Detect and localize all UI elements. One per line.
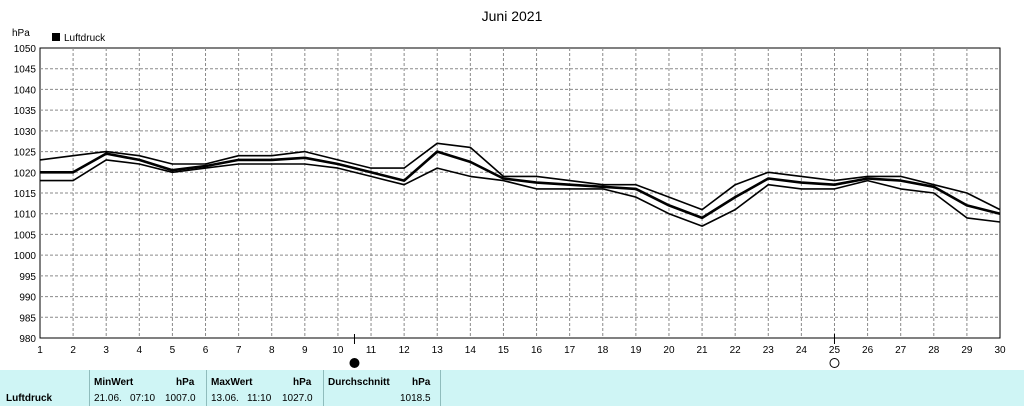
min-unit: hPa	[176, 377, 195, 388]
y-tick-label: 1015	[14, 189, 37, 200]
y-tick-label: 1005	[14, 230, 37, 241]
min-date: 21.06.	[94, 393, 122, 404]
x-tick-label: 9	[302, 345, 308, 356]
x-tick-label: 16	[531, 345, 543, 356]
series-line	[39, 142, 1001, 211]
min-time: 07:10	[130, 393, 156, 404]
y-tick-label: 1025	[14, 148, 37, 159]
max-stat-cell: MaxWert hPa 13.06. 11:10 1027.0	[206, 370, 323, 406]
x-tick-label: 15	[498, 345, 510, 356]
x-tick-label: 12	[399, 345, 411, 356]
max-label: MaxWert	[211, 377, 253, 388]
x-tick-label: 13	[432, 345, 444, 356]
max-date: 13.06.	[211, 393, 239, 404]
y-tick-label: 980	[19, 334, 36, 345]
avg-stat-cell: Durchschnitt hPa 1018.5	[323, 370, 440, 406]
x-tick-label: 4	[137, 345, 143, 356]
y-tick-label: 1045	[14, 65, 37, 76]
x-tick-label: 20	[663, 345, 675, 356]
y-tick-label: 1035	[14, 106, 37, 117]
max-time: 11:10	[247, 393, 272, 404]
avg-unit: hPa	[412, 377, 431, 388]
y-tick-label: 985	[19, 313, 36, 324]
x-tick-label: 14	[465, 345, 477, 356]
y-tick-label: 1050	[14, 44, 37, 55]
y-axis-ticks: 980 985 990 995 1000 1005 1010 1015 1020 1025 1030…	[14, 44, 37, 345]
legend-label: Luftdruck	[64, 33, 106, 44]
x-tick-label: 8	[269, 345, 275, 356]
max-unit: hPa	[293, 377, 312, 388]
x-tick-label: 26	[862, 345, 874, 356]
footer-row-label: Luftdruck	[6, 393, 53, 404]
x-tick-label: 3	[103, 345, 109, 356]
x-tick-label: 29	[961, 345, 973, 356]
series-line	[40, 159, 1001, 227]
min-stat-cell: MinWert hPa 21.06. 07:10 1007.0	[89, 370, 206, 406]
new-moon-icon	[349, 358, 360, 368]
y-tick-label: 1030	[14, 127, 37, 138]
x-tick-label: 24	[796, 345, 808, 356]
y-axis-label: hPa	[12, 28, 30, 39]
x-tick-label: 28	[928, 345, 940, 356]
min-label: MinWert	[94, 377, 134, 388]
x-tick-label: 18	[597, 345, 609, 356]
footer-empty-cell	[440, 370, 1024, 406]
x-tick-label: 21	[697, 345, 709, 356]
full-moon-icon	[829, 358, 840, 368]
x-tick-label: 27	[895, 345, 907, 356]
stats-footer: Luftdruck MinWert hPa 21.06. 07:10 1007.…	[0, 370, 1024, 406]
footer-row-label-cell: Luftdruck	[0, 370, 88, 406]
x-tick-label: 11	[366, 345, 377, 356]
x-axis-ticks: 1 2 3 4 5 6 7 8 9 10 11 12 13 14 15 16 17 18 19 20 21 22 23 24 2…	[37, 345, 1006, 356]
y-tick-label: 1000	[14, 251, 37, 262]
y-tick-label: 995	[19, 272, 36, 283]
x-tick-label: 10	[332, 345, 344, 356]
y-tick-label: 1010	[14, 210, 37, 221]
min-value: 1007.0	[165, 393, 196, 404]
pressure-chart: Juni 2021 hPa Luftdruck 9809859909951000…	[12, 8, 1006, 368]
x-tick-label: 22	[730, 345, 742, 356]
legend-swatch	[52, 33, 60, 41]
grid	[39, 47, 1001, 339]
x-tick-label: 25	[829, 345, 841, 356]
x-tick-label: 19	[630, 345, 642, 356]
avg-label: Durchschnitt	[328, 377, 390, 388]
y-tick-label: 1020	[14, 168, 37, 179]
x-tick-label: 23	[763, 345, 775, 356]
chart-title: Juni 2021	[482, 8, 543, 24]
x-tick-label: 30	[994, 345, 1006, 356]
y-tick-label: 990	[19, 293, 36, 304]
x-tick-label: 1	[37, 345, 43, 356]
max-value: 1027.0	[282, 393, 313, 404]
x-tick-label: 5	[170, 345, 176, 356]
series-line	[40, 150, 1001, 220]
x-tick-label: 7	[236, 345, 242, 356]
series-lines	[39, 142, 1001, 227]
x-tick-label: 2	[70, 345, 76, 356]
y-tick-label: 1040	[14, 85, 37, 96]
moon-markers	[349, 334, 840, 368]
avg-value: 1018.5	[400, 393, 431, 404]
x-tick-label: 6	[203, 345, 209, 356]
x-tick-label: 17	[564, 345, 576, 356]
